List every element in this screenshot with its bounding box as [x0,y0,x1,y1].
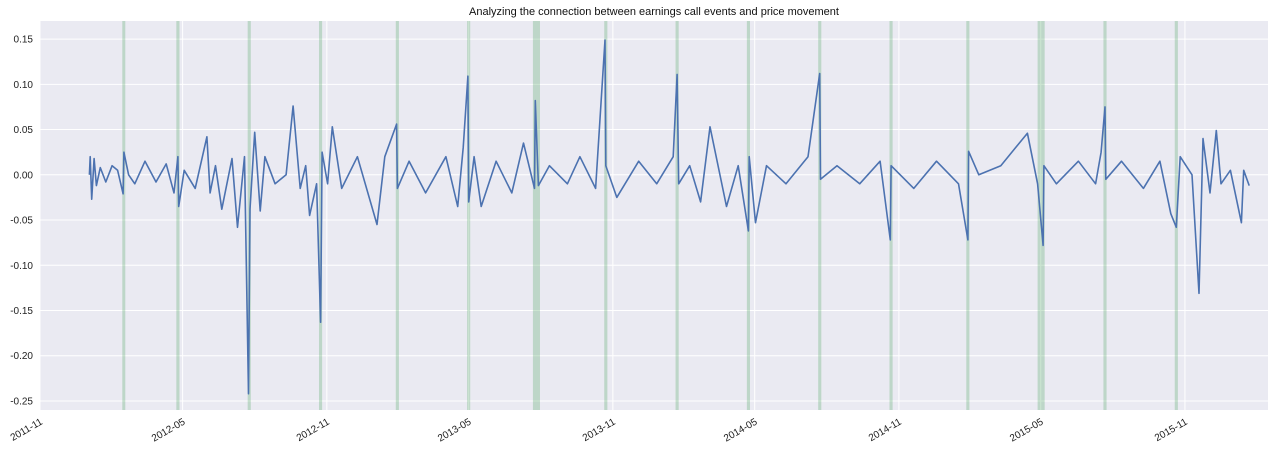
earnings-event-band [122,21,126,410]
y-tick-label: 0.00 [14,170,34,181]
earnings-event-band [1103,21,1107,410]
y-tick-label: -0.20 [10,351,33,362]
price-movement-series [88,39,1250,395]
y-gridlines [40,38,1268,402]
x-tick-label: 2013-11 [581,416,618,444]
x-tick-label: 2014-11 [867,416,904,444]
earnings-event-band [604,21,608,410]
y-tick-label: -0.10 [10,261,33,272]
x-tick-label: 2013-05 [436,416,474,444]
earnings-event-band [176,21,180,410]
y-tick-label: -0.25 [10,396,33,407]
x-tick-label: 2012-11 [295,416,332,444]
earnings-event-band [318,21,323,410]
earnings-event-band [532,21,540,410]
x-tick-label: 2012-05 [150,416,188,444]
earnings-event-band [675,21,679,410]
x-tick-label: 2015-05 [1008,416,1046,444]
x-axis-tick-labels: 2011-11 2012-05 2012-11 2013-05 2013-11 2014-… [9,416,1190,444]
chart-title: Analyzing the connection between earning… [469,6,839,18]
y-tick-label: -0.05 [10,216,33,227]
y-axis-tick-labels: -0.25 -0.20 -0.15 -0.10 -0.05 0.00 0.05 0.10 0.1… [10,35,33,408]
x-tick-label: 2011-11 [9,416,45,443]
earnings-event-band [818,21,822,410]
earnings-event-band [395,21,399,410]
earnings-event-band [467,21,471,410]
y-tick-label: 0.15 [14,35,34,46]
y-tick-label: 0.05 [14,125,34,136]
y-tick-label: 0.10 [14,80,34,91]
x-tick-label: 2015-11 [1153,416,1190,444]
y-tick-label: -0.15 [10,306,33,317]
series-line [88,39,1250,395]
plot-area [40,21,1268,410]
x-tick-label: 2014-05 [722,416,760,444]
